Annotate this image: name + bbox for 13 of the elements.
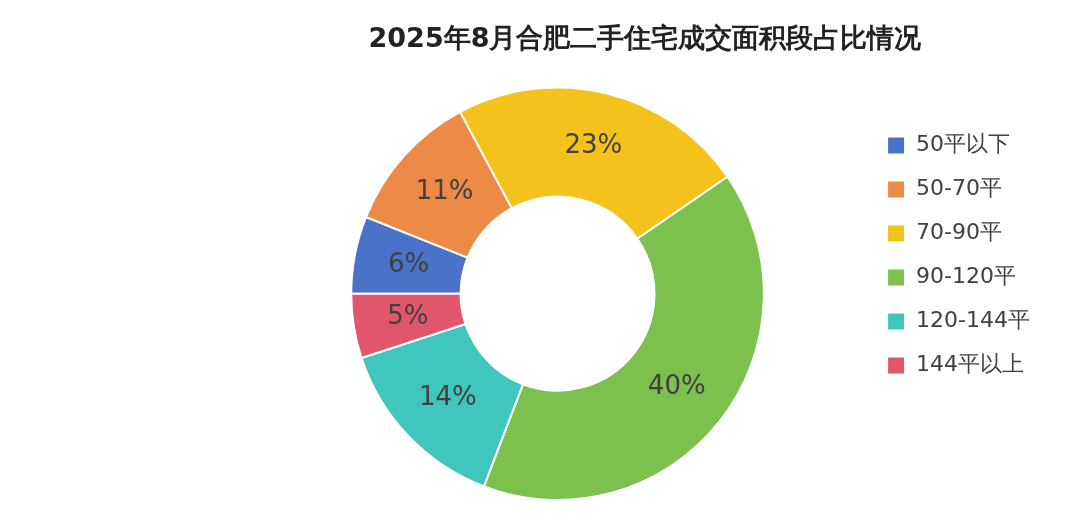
legend-label: 90-120平 <box>916 263 1017 289</box>
data-label: 14% <box>418 381 477 412</box>
data-label: 11% <box>415 175 474 206</box>
legend-label: 50-70平 <box>916 175 1003 201</box>
data-label: 40% <box>647 370 706 401</box>
data-label: 23% <box>564 129 623 160</box>
data-label: 5% <box>387 300 429 331</box>
chart-title: 2025年8月合肥二手住宅成交面积段占比情况 <box>368 22 923 54</box>
legend-label: 50平以下 <box>916 131 1011 157</box>
data-label: 6% <box>388 247 430 278</box>
legend-label: 144平以上 <box>916 351 1025 377</box>
legend-label: 70-90平 <box>916 219 1003 245</box>
legend-label: 120-144平 <box>916 307 1030 333</box>
